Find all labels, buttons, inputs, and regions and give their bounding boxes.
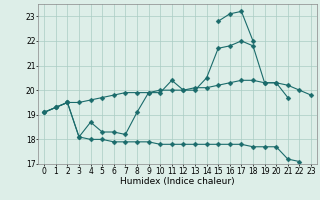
X-axis label: Humidex (Indice chaleur): Humidex (Indice chaleur) (120, 177, 235, 186)
